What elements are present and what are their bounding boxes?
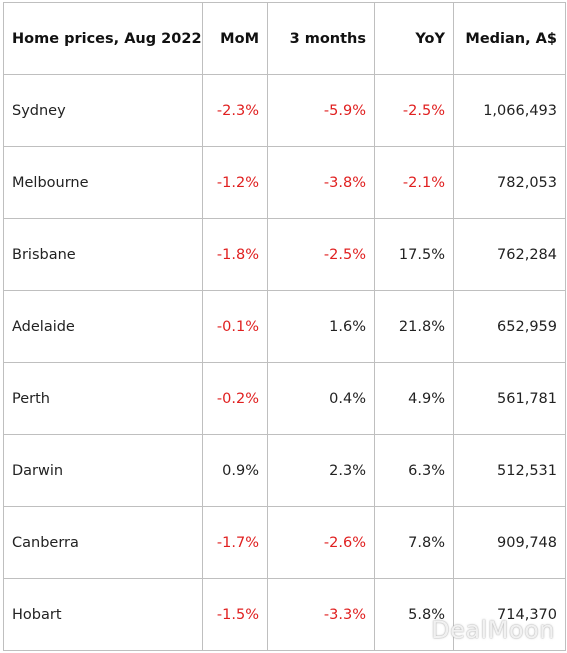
mom-cell: -0.1% [202, 290, 268, 363]
table-header: Home prices, Aug 2022 MoM 3 months YoY M… [3, 2, 566, 75]
median-cell: 1,066,493 [453, 74, 566, 147]
three-months-cell: -2.6% [267, 506, 375, 579]
header-yoy: YoY [374, 2, 454, 75]
city-cell: Darwin [3, 434, 203, 507]
header-home-prices: Home prices, Aug 2022 [3, 2, 203, 75]
header-3-months: 3 months [267, 2, 375, 75]
median-cell: 782,053 [453, 146, 566, 219]
yoy-cell: 7.8% [374, 506, 454, 579]
three-months-cell: -5.9% [267, 74, 375, 147]
table-row: Hobart -1.5% -3.3% 5.8% 714,370 [3, 578, 566, 651]
mom-cell: -0.2% [202, 362, 268, 435]
median-cell: 909,748 [453, 506, 566, 579]
header-median: Median, A$ [453, 2, 566, 75]
three-months-cell: 2.3% [267, 434, 375, 507]
yoy-cell: 6.3% [374, 434, 454, 507]
table-row: Perth -0.2% 0.4% 4.9% 561,781 [3, 362, 566, 435]
table-row: Melbourne -1.2% -3.8% -2.1% 782,053 [3, 146, 566, 219]
city-cell: Melbourne [3, 146, 203, 219]
three-months-cell: 0.4% [267, 362, 375, 435]
median-cell: 714,370 [453, 578, 566, 651]
yoy-cell: 21.8% [374, 290, 454, 363]
header-mom: MoM [202, 2, 268, 75]
three-months-cell: -3.3% [267, 578, 375, 651]
yoy-cell: 4.9% [374, 362, 454, 435]
city-cell: Adelaide [3, 290, 203, 363]
table-body: Sydney -2.3% -5.9% -2.5% 1,066,493 Melbourne -… [3, 74, 566, 651]
table-row: Brisbane -1.8% -2.5% 17.5% 762,284 [3, 218, 566, 291]
yoy-cell: 5.8% [374, 578, 454, 651]
three-months-cell: 1.6% [267, 290, 375, 363]
table-row: Adelaide -0.1% 1.6% 21.8% 652,959 [3, 290, 566, 363]
table-row: Darwin 0.9% 2.3% 6.3% 512,531 [3, 434, 566, 507]
yoy-cell: 17.5% [374, 218, 454, 291]
mom-cell: -1.2% [202, 146, 268, 219]
median-cell: 512,531 [453, 434, 566, 507]
city-cell: Sydney [3, 74, 203, 147]
three-months-cell: -2.5% [267, 218, 375, 291]
mom-cell: -2.3% [202, 74, 268, 147]
mom-cell: 0.9% [202, 434, 268, 507]
yoy-cell: -2.5% [374, 74, 454, 147]
median-cell: 561,781 [453, 362, 566, 435]
yoy-cell: -2.1% [374, 146, 454, 219]
table-row: Canberra -1.7% -2.6% 7.8% 909,748 [3, 506, 566, 579]
mom-cell: -1.8% [202, 218, 268, 291]
city-cell: Canberra [3, 506, 203, 579]
mom-cell: -1.7% [202, 506, 268, 579]
mom-cell: -1.5% [202, 578, 268, 651]
table-row: Sydney -2.3% -5.9% -2.5% 1,066,493 [3, 74, 566, 147]
city-cell: Hobart [3, 578, 203, 651]
median-cell: 762,284 [453, 218, 566, 291]
header-row: Home prices, Aug 2022 MoM 3 months YoY M… [3, 2, 566, 75]
city-cell: Brisbane [3, 218, 203, 291]
city-cell: Perth [3, 362, 203, 435]
median-cell: 652,959 [453, 290, 566, 363]
three-months-cell: -3.8% [267, 146, 375, 219]
home-prices-table: Home prices, Aug 2022 MoM 3 months YoY M… [3, 2, 566, 651]
